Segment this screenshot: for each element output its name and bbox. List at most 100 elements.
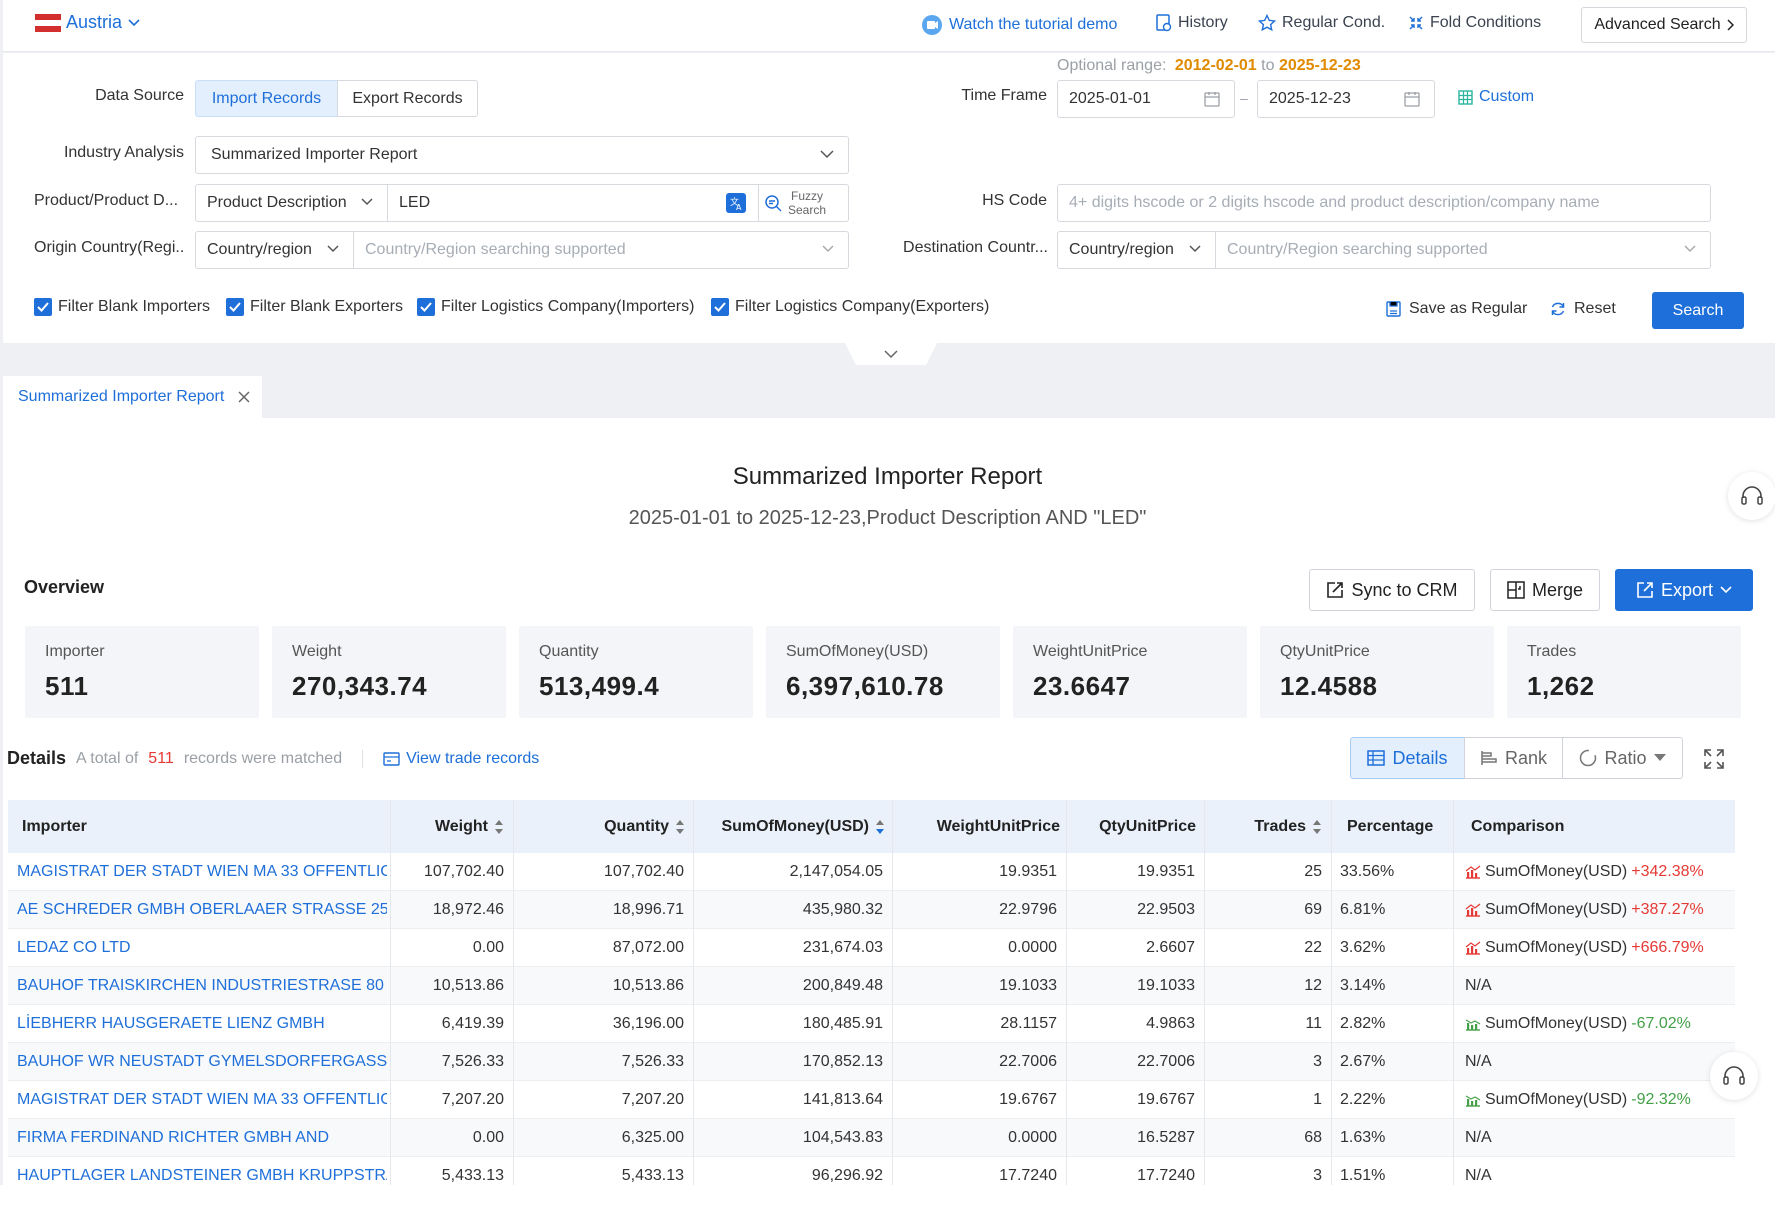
history-button[interactable]: History — [1156, 14, 1228, 32]
view-trade-label: View trade records — [406, 749, 540, 767]
cell-percentage: 2.82% — [1340, 1015, 1386, 1032]
chevron-down-icon — [1720, 586, 1732, 594]
importer-link[interactable]: MAGISTRAT DER STADT WIEN MA 33 OFFENTLIC… — [17, 863, 387, 880]
date-to-input[interactable]: 2025-12-23 — [1257, 80, 1435, 118]
filter-logistics-importers-checkbox[interactable]: Filter Logistics Company(Importers) — [417, 298, 694, 316]
tutorial-label: Watch the tutorial demo — [949, 16, 1118, 33]
destination-country-input[interactable]: Country/Region searching supported — [1215, 231, 1711, 269]
importer-link[interactable]: LEDAZ CO LTD — [17, 939, 131, 956]
filter-blank-importers-checkbox[interactable]: Filter Blank Importers — [34, 298, 210, 316]
filter-logistics-importers-label: Filter Logistics Company(Importers) — [441, 298, 695, 315]
origin-type-select[interactable]: Country/region — [195, 231, 354, 269]
cell-quantity: 6,325.00 — [621, 1129, 684, 1146]
rank-toggle-label: Rank — [1504, 747, 1548, 768]
stat-label: SumOfMoney(USD) — [786, 643, 929, 660]
expand-icon — [1704, 749, 1724, 769]
merge-button[interactable]: Merge — [1490, 569, 1600, 611]
history-label: History — [1178, 14, 1228, 31]
support-headset-button[interactable] — [1728, 472, 1775, 520]
col-weight[interactable]: Weight — [391, 800, 504, 853]
view-details-toggle[interactable]: Details — [1350, 737, 1465, 779]
reset-button[interactable]: Reset — [1550, 300, 1616, 318]
translate-icon[interactable]: 文A — [726, 193, 746, 213]
column-divider — [1331, 800, 1332, 1185]
refresh-icon — [1551, 302, 1565, 316]
save-regular-button[interactable]: Save as Regular — [1386, 300, 1527, 318]
table-icon — [1367, 750, 1386, 766]
calendar-icon — [1404, 92, 1420, 107]
cell-percentage: 1.51% — [1340, 1167, 1386, 1184]
date-from-input[interactable]: 2025-01-01 — [1057, 80, 1235, 118]
filter-blank-exporters-checkbox[interactable]: Filter Blank Exporters — [226, 298, 403, 316]
table-row: LİEBHERR HAUSGERAETE LIENZ GMBH 6,419.39 3… — [8, 1005, 1735, 1043]
col-quantity-label: Quantity — [604, 817, 669, 835]
import-records-toggle[interactable]: Import Records — [195, 80, 338, 117]
stat-card-quantity: Quantity 513,499.4 — [519, 626, 753, 718]
support-headset-button-2[interactable] — [1710, 1052, 1758, 1100]
chevron-right-icon — [1727, 19, 1734, 31]
fuzzy-search-button[interactable]: Fuzzy Search — [758, 184, 849, 222]
column-divider — [513, 800, 514, 1185]
cell-quantity: 87,072.00 — [612, 939, 684, 956]
sync-icon — [1327, 582, 1344, 598]
data-source-label: Data Source — [95, 87, 184, 104]
chevron-down-icon — [1189, 245, 1201, 253]
view-ratio-toggle[interactable]: Ratio — [1562, 737, 1683, 779]
stat-card-sum-of-money: SumOfMoney(USD) 6,397,610.78 — [766, 626, 1000, 718]
importer-link[interactable]: LİEBHERR HAUSGERAETE LIENZ GMBH — [17, 1015, 325, 1032]
sort-desc-icon — [876, 819, 884, 834]
destination-placeholder: Country/Region searching supported — [1227, 241, 1488, 258]
destination-type-select[interactable]: Country/region — [1057, 231, 1216, 269]
col-trades[interactable]: Trades — [1198, 800, 1322, 853]
close-icon[interactable] — [238, 391, 250, 403]
tab-summarized-importer-report[interactable]: Summarized Importer Report — [3, 376, 262, 418]
stat-value: 23.6647 — [1033, 671, 1131, 701]
fold-conditions-button[interactable]: Fold Conditions — [1408, 14, 1541, 32]
cell-trades: 1 — [1313, 1091, 1322, 1108]
sync-crm-button[interactable]: Sync to CRM — [1309, 569, 1475, 611]
table-row: AE SCHREDER GMBH OBERLAAER STRASSE 253 .… — [8, 891, 1735, 929]
date-to-value: 2025-12-23 — [1269, 90, 1351, 107]
stat-card-weight-unit-price: WeightUnitPrice 23.6647 — [1013, 626, 1247, 718]
advanced-search-button[interactable]: Advanced Search — [1581, 7, 1747, 43]
importer-link[interactable]: HAUPTLAGER LANDSTEINER GMBH KRUPPSTRA... — [17, 1167, 387, 1184]
regular-label: Regular Cond. — [1282, 14, 1386, 31]
cell-comparison: N/A — [1465, 1043, 1730, 1081]
col-quantity[interactable]: Quantity — [515, 800, 685, 853]
search-button[interactable]: Search — [1652, 292, 1744, 329]
range-start: 2012-02-01 — [1174, 57, 1257, 74]
view-rank-toggle[interactable]: Rank — [1464, 737, 1563, 779]
importer-link[interactable]: MAGISTRAT DER STADT WIEN MA 33 OFFENTLIC… — [17, 1091, 387, 1108]
col-sum-of-money[interactable]: SumOfMoney(USD) — [695, 800, 885, 853]
stat-label: QtyUnitPrice — [1280, 643, 1370, 660]
importer-link[interactable]: BAUHOF TRAISKIRCHEN INDUSTRIESTRASE 80 2… — [17, 977, 387, 994]
comparison-value: N/A — [1465, 1053, 1492, 1070]
rank-icon — [1481, 751, 1497, 765]
details-total-prefix: A total of — [76, 749, 139, 767]
regular-cond-button[interactable]: Regular Cond. — [1258, 14, 1385, 32]
cell-wup: 19.1033 — [999, 977, 1057, 994]
view-trade-records-link[interactable]: View trade records — [383, 750, 539, 768]
export-records-toggle[interactable]: Export Records — [337, 80, 478, 117]
importer-link[interactable]: AE SCHREDER GMBH OBERLAAER STRASSE 253 .… — [17, 901, 387, 918]
custom-button[interactable]: Custom — [1458, 88, 1534, 106]
filter-logistics-exporters-checkbox[interactable]: Filter Logistics Company(Exporters) — [711, 298, 989, 316]
product-type-select[interactable]: Product Description — [195, 184, 388, 222]
comparison-value: N/A — [1465, 1129, 1492, 1146]
panel-collapse-handle[interactable] — [845, 343, 937, 365]
ratio-toggle-label: Ratio — [1604, 747, 1647, 768]
cell-percentage: 6.81% — [1340, 901, 1386, 918]
chevron-down-icon — [884, 350, 898, 358]
fullscreen-button[interactable] — [1703, 748, 1725, 775]
hs-code-input[interactable]: 4+ digits hscode or 2 digits hscode and … — [1057, 184, 1711, 222]
importer-link[interactable]: FIRMA FERDINAND RICHTER GMBH AND — [17, 1129, 330, 1146]
industry-select[interactable]: Summarized Importer Report — [195, 136, 849, 174]
export-button[interactable]: Export — [1615, 569, 1753, 611]
country-selector[interactable]: Austria — [66, 12, 140, 33]
importer-link[interactable]: BAUHOF WR NEUSTADT GYMELSDORFERGASSE ... — [17, 1053, 387, 1070]
origin-country-input[interactable]: Country/Region searching supported — [353, 231, 849, 269]
tutorial-link[interactable]: Watch the tutorial demo — [921, 14, 1117, 36]
column-divider — [892, 800, 893, 1185]
column-divider — [1204, 800, 1205, 1185]
